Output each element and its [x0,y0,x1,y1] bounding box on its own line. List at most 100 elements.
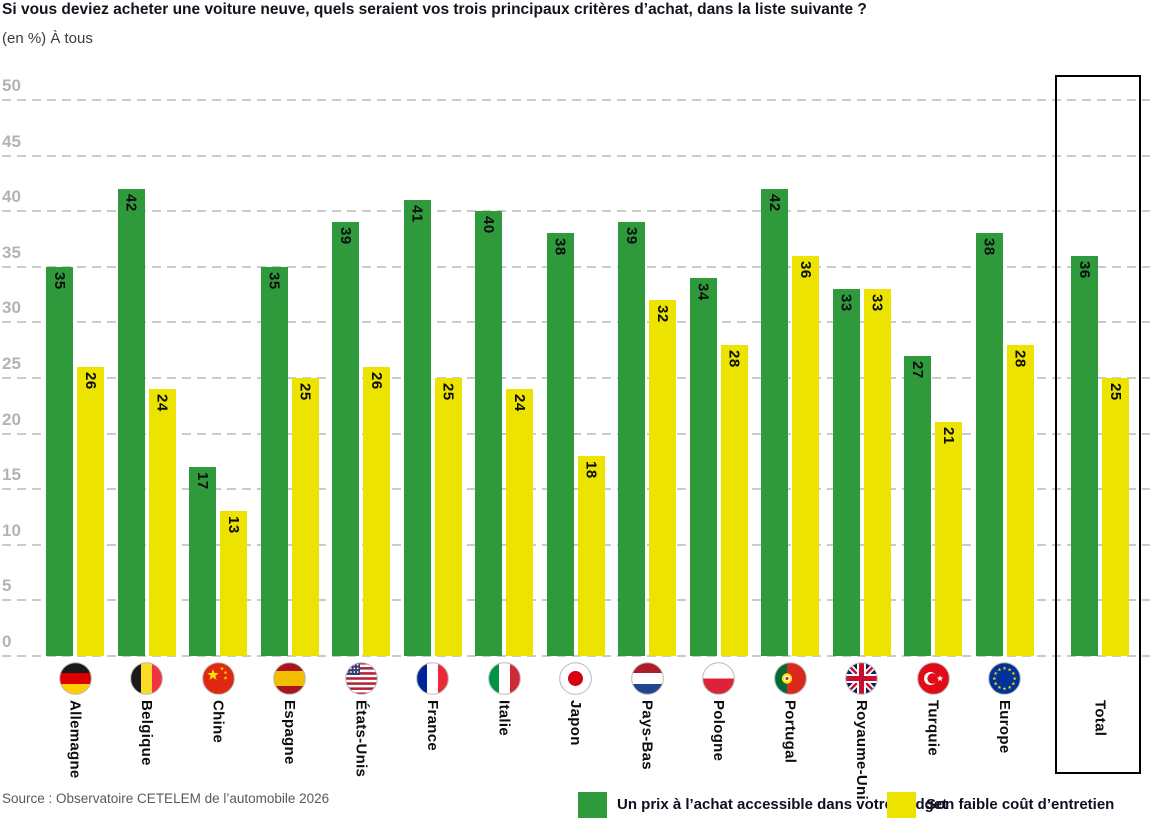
bar-green-chine: 17 [189,466,216,656]
gridline-15 [2,488,1150,491]
country-label-royaume-uni: Royaume-Uni [853,700,870,800]
bar-yellow-europe: 28 [1006,344,1034,656]
bar-green-belgique: 42 [117,188,145,656]
bar-green-japon: 38 [546,233,574,656]
country-label-japon: Japon [567,700,584,746]
y-tick-label-35: 35 [2,242,21,262]
gridline-10 [2,543,1150,546]
bar-value-label: 25 [439,383,457,401]
country-label-portugal: Portugal [781,700,799,764]
bar-value-label: 38 [980,238,998,257]
legend-swatch-yellow [887,792,916,818]
bar-value-label: 36 [1076,260,1093,279]
country-label-italie: Italie [495,700,513,736]
bar-green-france: 41 [403,200,431,656]
country-label-espagne: Espagne [281,700,298,765]
bar-value-label: 36 [797,260,814,279]
flag-fr-icon [416,662,449,695]
bar-yellow-allemagne: 26 [77,366,104,656]
bar-value-label: 35 [265,271,283,290]
bar-yellow-portugal: 36 [792,255,819,656]
country-label-turquie: Turquie [924,700,942,756]
gridline-5 [2,599,1150,602]
bar-green-europe: 38 [975,233,1003,656]
bar-yellow-etats-unis: 26 [363,366,390,656]
bar-value-label: 39 [337,227,354,245]
y-tick-label-0: 0 [2,632,12,651]
flag-es-icon [273,662,306,695]
bar-green-espagne: 35 [260,266,288,656]
bar-value-label: 24 [511,394,528,412]
country-label-allemagne: Allemagne [66,700,84,779]
bar-value-label: 35 [51,271,68,290]
bar-value-label: 27 [909,360,926,379]
bar-value-label: 24 [153,394,171,412]
y-tick-label-25: 25 [2,354,21,373]
bar-yellow-total: 25 [1102,378,1129,656]
gridline-25 [2,377,1150,379]
bar-green-total: 36 [1071,255,1098,656]
y-tick-label-5: 5 [2,576,12,596]
country-label-etats-unis: États-Unis [352,700,370,778]
bar-value-label: 21 [940,427,957,446]
bar-value-label: 32 [654,305,671,323]
flag-be-icon [130,662,163,695]
y-tick-label-30: 30 [2,298,21,318]
country-label-pays-bas: Pays-Bas [638,700,656,770]
bar-yellow-royaume-uni: 33 [863,289,891,656]
gridline-20 [2,432,1150,435]
y-tick-label-20: 20 [2,409,21,429]
bar-value-label: 18 [582,460,600,479]
bar-value-label: 28 [725,349,743,368]
bar-green-turquie: 27 [904,355,931,656]
legend-swatch-green [578,792,607,818]
gridline-40 [2,210,1150,213]
bar-yellow-pologne: 28 [720,344,748,656]
gridline-50 [2,99,1150,101]
y-tick-label-10: 10 [2,520,21,540]
flag-eu-icon [988,662,1021,695]
flag-pl-icon [702,662,735,695]
y-tick-label-45: 45 [2,131,21,151]
bar-value-label: 38 [551,238,569,257]
bar-value-label: 25 [296,383,314,401]
gridline-0 [2,655,1150,657]
y-tick-label-50: 50 [2,76,21,95]
bar-yellow-france: 25 [434,378,462,656]
bar-value-label: 39 [623,227,640,245]
flag-it-icon [487,662,521,695]
flag-pt-icon [773,662,807,695]
legend-label-maintenance: Son faible coût d’entretien [926,796,1115,813]
bar-value-label: 28 [1011,349,1029,368]
flag-tr-icon [916,662,950,695]
flag-jp-icon [559,662,592,695]
country-label-chine: Chine [209,700,227,744]
bar-yellow-pays-bas: 32 [649,300,676,656]
bar-yellow-chine: 13 [220,511,247,656]
flag-de-icon [58,662,92,695]
bar-value-label: 42 [122,193,140,212]
bar-value-label: 33 [868,294,886,312]
country-label-france: France [424,700,441,751]
gridline-35 [2,265,1150,268]
y-tick-label-40: 40 [2,187,21,207]
chart-title: Si vous deviez acheter une voiture neuve… [2,1,867,18]
total-box [1055,75,1141,774]
bar-green-pologne: 34 [689,277,717,656]
legend-item-price: Un prix à l’achat accessible dans votre … [578,792,947,818]
bar-green-pays-bas: 39 [618,222,645,656]
bar-yellow-italie: 24 [506,389,533,656]
flag-nl-icon [630,662,664,695]
bar-green-italie: 40 [475,211,502,656]
bar-value-label: 41 [408,205,426,223]
legend-label-price: Un prix à l’achat accessible dans votre … [617,796,948,813]
bar-yellow-espagne: 25 [291,378,319,656]
bar-yellow-belgique: 24 [148,389,176,656]
flag-us-icon [344,662,378,695]
gridline-45 [2,154,1150,157]
bar-value-label: 42 [766,193,783,212]
bar-value-label: 26 [82,371,99,390]
legend-item-maintenance: Son faible coût d’entretien [887,792,1114,818]
